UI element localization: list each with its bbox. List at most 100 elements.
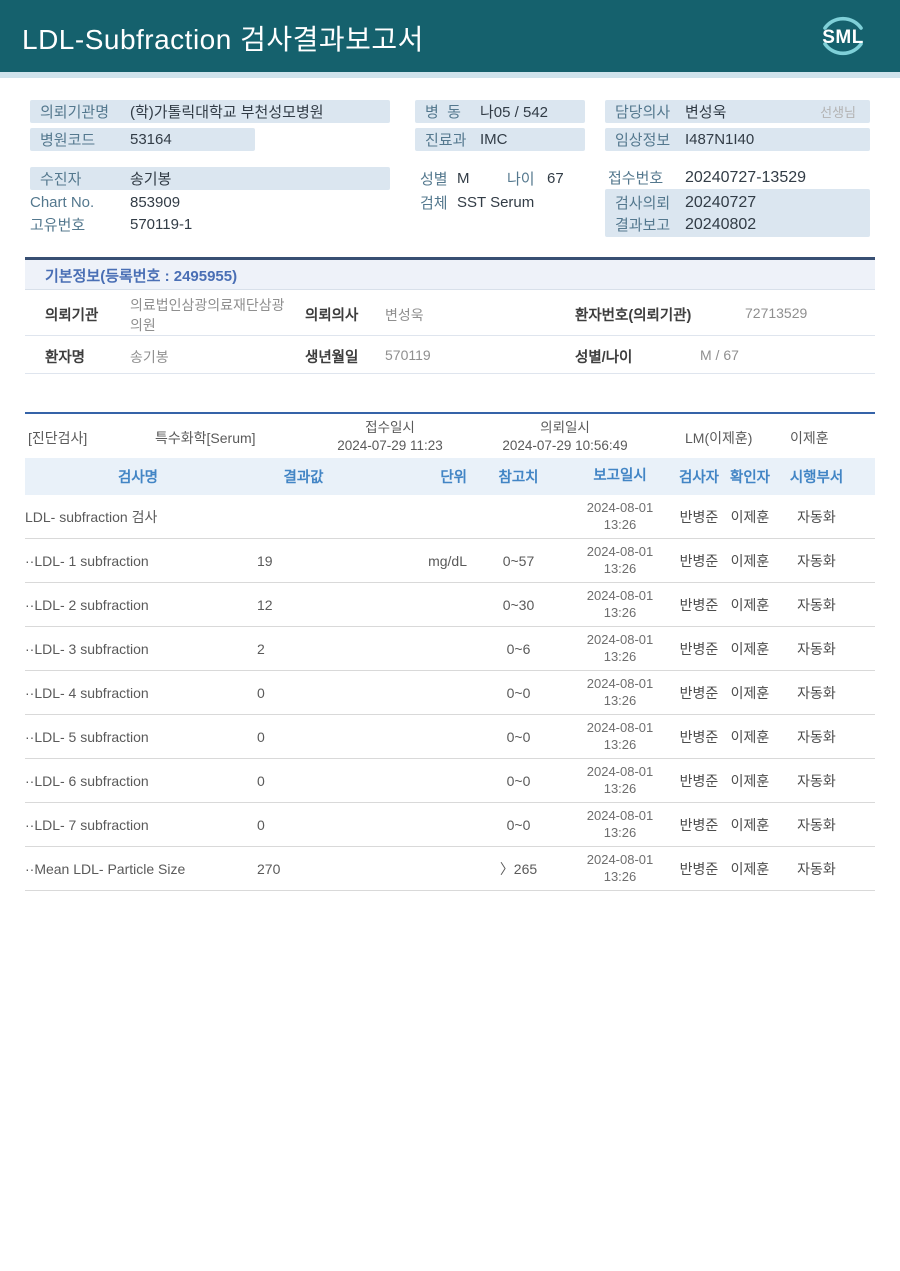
results-table-body: LDL- subfraction 검사 2024-08-01 13:26 반병준… bbox=[25, 495, 875, 891]
col-header-department: 시행부서 bbox=[789, 470, 844, 486]
result-report-datetime: 2024-08-01 13:26 bbox=[586, 720, 654, 752]
result-reference-range: 0~30 bbox=[502, 596, 535, 613]
result-tester: 반병준 bbox=[679, 640, 719, 657]
result-department: 자동화 bbox=[797, 728, 836, 745]
result-reference-range: 0~0 bbox=[506, 772, 531, 789]
basic-info-row-1: 의뢰기관 의료법인삼광의료재단삼광의원 의뢰의사 변성욱 환자번호(의뢰기관) … bbox=[25, 290, 875, 336]
result-verifier: 이제훈 bbox=[730, 860, 770, 877]
result-report-datetime: 2024-08-01 13:26 bbox=[586, 500, 654, 532]
result-report-datetime: 2024-08-01 13:26 bbox=[586, 676, 654, 708]
result-department: 자동화 bbox=[797, 596, 836, 613]
result-department: 자동화 bbox=[797, 684, 836, 701]
meta-lab-person: 이제훈 bbox=[790, 430, 829, 446]
field-ward: 병 동 나05 / 542 bbox=[415, 100, 585, 123]
result-reference-range: 0~0 bbox=[506, 728, 531, 745]
result-department: 자동화 bbox=[797, 640, 836, 657]
result-verifier: 이제훈 bbox=[730, 552, 770, 569]
report-banner: LDL-Subfraction 검사결과보고서 SML bbox=[0, 0, 900, 72]
col-header-tester: 검사자 bbox=[678, 470, 720, 486]
col-header-test-name: 검사명 bbox=[117, 470, 159, 486]
result-row: ··Mean LDL- Particle Size 270 〉265 2024-… bbox=[25, 847, 875, 891]
field-patient-name: 수진자 송기봉 bbox=[30, 167, 390, 190]
result-value: 0 bbox=[257, 684, 265, 701]
result-report-datetime: 2024-08-01 13:26 bbox=[586, 632, 654, 664]
result-reference-range: 〉265 bbox=[499, 860, 538, 877]
result-value: 2 bbox=[257, 640, 265, 657]
field-result-report-date: 결과보고 20240802 bbox=[615, 215, 757, 235]
result-test-name: LDL- subfraction 검사 bbox=[25, 508, 158, 525]
col-header-report-datetime: 보고일시 bbox=[593, 468, 647, 485]
result-row: ··LDL- 2 subfraction 12 0~30 2024-08-01 … bbox=[25, 583, 875, 627]
meta-lab: LM(이제훈) bbox=[685, 430, 753, 446]
result-test-name: ··LDL- 7 subfraction bbox=[25, 816, 149, 833]
result-test-name: ··LDL- 3 subfraction bbox=[25, 640, 149, 657]
result-reference-range: 0~0 bbox=[506, 816, 531, 833]
col-header-unit: 단위 bbox=[440, 470, 467, 486]
result-unit: mg/dL bbox=[428, 552, 467, 569]
meta-panel: 특수화학[Serum] bbox=[155, 430, 256, 446]
col-header-result-value: 결과값 bbox=[283, 470, 324, 486]
result-department: 자동화 bbox=[797, 860, 836, 877]
doctor-honorific: 선생님 bbox=[820, 105, 856, 120]
result-report-datetime: 2024-08-01 13:26 bbox=[586, 852, 654, 884]
result-reference-range: 0~57 bbox=[502, 552, 535, 569]
meta-requested-datetime: 의뢰일시 2024-07-29 10:56:49 bbox=[502, 420, 628, 453]
field-ordering-org-name: 의뢰기관명 (학)가톨릭대학교 부천성모병원 bbox=[30, 100, 390, 123]
result-row: ··LDL- 4 subfraction 0 0~0 2024-08-01 13… bbox=[25, 671, 875, 715]
result-verifier: 이제훈 bbox=[730, 640, 770, 657]
result-report-datetime: 2024-08-01 13:26 bbox=[586, 588, 654, 620]
result-test-name: ··LDL- 2 subfraction bbox=[25, 596, 149, 613]
basic-info-section: 기본정보(등록번호 : 2495955) 의뢰기관 의료법인삼광의료재단삼광의원… bbox=[25, 257, 875, 376]
result-test-name: ··LDL- 5 subfraction bbox=[25, 728, 149, 745]
result-value: 270 bbox=[257, 860, 281, 877]
basic-info-row-2: 환자명 송기봉 생년월일 570119 성별/나이 M / 67 bbox=[25, 336, 875, 374]
result-test-name: ··LDL- 1 subfraction bbox=[25, 552, 149, 569]
result-test-name: ··Mean LDL- Particle Size bbox=[25, 860, 186, 877]
result-tester: 반병준 bbox=[679, 684, 719, 701]
result-report-datetime: 2024-08-01 13:26 bbox=[586, 808, 654, 840]
field-specimen: 검체 SST Serum bbox=[420, 194, 535, 212]
field-department: 진료과 IMC bbox=[415, 128, 585, 151]
field-test-request-date: 검사의뢰 20240727 bbox=[615, 193, 757, 213]
result-value: 0 bbox=[257, 772, 265, 789]
col-header-verifier: 확인자 bbox=[729, 470, 771, 486]
result-row: ··LDL- 3 subfraction 2 0~6 2024-08-01 13… bbox=[25, 627, 875, 671]
result-row: ··LDL- 7 subfraction 0 0~0 2024-08-01 13… bbox=[25, 803, 875, 847]
basic-info-table: 의뢰기관 의료법인삼광의료재단삼광의원 의뢰의사 변성욱 환자번호(의뢰기관) … bbox=[25, 290, 875, 376]
result-tester: 반병준 bbox=[679, 508, 719, 525]
result-verifier: 이제훈 bbox=[730, 728, 770, 745]
result-tester: 반병준 bbox=[679, 552, 719, 569]
result-value: 0 bbox=[257, 728, 265, 745]
result-reference-range: 0~6 bbox=[506, 640, 531, 657]
banner-accent-strip bbox=[0, 72, 900, 78]
result-tester: 반병준 bbox=[679, 596, 719, 613]
result-row: ··LDL- 1 subfraction 19 mg/dL 0~57 2024-… bbox=[25, 539, 875, 583]
field-hospital-code: 병원코드 53164 bbox=[30, 128, 255, 151]
result-test-name: ··LDL- 4 subfraction bbox=[25, 684, 149, 701]
field-attending-doctor: 담당의사 변성욱 선생님 bbox=[605, 100, 870, 123]
field-chart-no: Chart No. 853909 bbox=[30, 194, 181, 211]
field-unique-no: 고유번호 570119-1 bbox=[30, 216, 193, 234]
result-value: 0 bbox=[257, 816, 265, 833]
result-row: ··LDL- 6 subfraction 0 0~0 2024-08-01 13… bbox=[25, 759, 875, 803]
result-row: LDL- subfraction 검사 2024-08-01 13:26 반병준… bbox=[25, 495, 875, 539]
basic-info-title: 기본정보(등록번호 : 2495955) bbox=[25, 257, 875, 290]
field-receipt-no: 접수번호 20240727-13529 bbox=[608, 168, 807, 188]
result-verifier: 이제훈 bbox=[730, 772, 770, 789]
result-department: 자동화 bbox=[797, 816, 836, 833]
result-verifier: 이제훈 bbox=[730, 684, 770, 701]
col-header-reference: 참고치 bbox=[498, 470, 539, 486]
result-report-datetime: 2024-08-01 13:26 bbox=[586, 764, 654, 796]
results-meta-row: [진단검사] 특수화학[Serum] 접수일시 2024-07-29 11:23… bbox=[25, 414, 875, 458]
request-report-highlight bbox=[605, 189, 870, 237]
result-tester: 반병준 bbox=[679, 772, 719, 789]
sml-logo-icon: SML bbox=[814, 7, 872, 65]
sml-logo-text: SML bbox=[822, 27, 864, 48]
field-clinical-info: 임상정보 I487N1I40 bbox=[605, 128, 870, 151]
result-row: ··LDL- 5 subfraction 0 0~0 2024-08-01 13… bbox=[25, 715, 875, 759]
result-tester: 반병준 bbox=[679, 728, 719, 745]
result-department: 자동화 bbox=[797, 508, 836, 525]
result-tester: 반병준 bbox=[679, 816, 719, 833]
result-reference-range: 0~0 bbox=[506, 684, 531, 701]
page-title: LDL-Subfraction 검사결과보고서 bbox=[22, 24, 424, 55]
